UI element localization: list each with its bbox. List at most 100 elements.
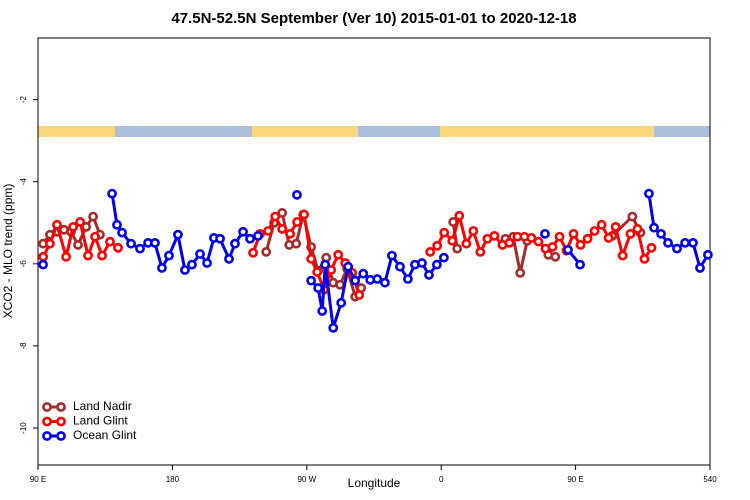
data-point: [173, 229, 183, 240]
data-point: [568, 228, 579, 239]
legend-marker: [56, 402, 66, 412]
data-point: [112, 219, 122, 230]
data-point: [461, 238, 472, 249]
data-point: [292, 189, 302, 200]
x-tick-label: 90 E: [30, 475, 46, 484]
data-point: [424, 270, 434, 280]
data-point: [157, 263, 167, 273]
data-point: [83, 250, 93, 261]
legend-marker: [42, 431, 52, 441]
data-point: [90, 231, 100, 242]
x-tick-label: 90 W: [297, 475, 316, 484]
y-tick-label: -2: [19, 95, 28, 103]
legend-marker: [42, 402, 52, 412]
data-point: [113, 242, 123, 253]
data-point: [452, 243, 463, 254]
strip-land: [252, 126, 358, 137]
data-point: [489, 230, 500, 241]
data-point: [425, 247, 436, 257]
data-point: [164, 250, 174, 261]
data-point: [431, 259, 442, 270]
data-point: [195, 249, 205, 259]
data-point: [126, 238, 136, 249]
data-point: [263, 226, 274, 236]
data-point: [632, 224, 643, 234]
chart-title: 47.5N-52.5N September (Ver 10) 2015-01-0…: [171, 10, 576, 27]
data-point: [105, 236, 115, 247]
data-point: [150, 237, 160, 248]
data-point: [533, 236, 544, 247]
data-point: [52, 219, 62, 230]
data-point: [117, 227, 127, 238]
data-point: [589, 226, 600, 236]
data-point: [277, 224, 288, 234]
x-axis-label: Longitude: [348, 476, 401, 490]
data-point: [672, 243, 682, 254]
legend-marker: [56, 416, 66, 427]
series-line: [110, 193, 710, 330]
data-point: [547, 242, 558, 252]
data-point: [402, 274, 413, 284]
data-point: [703, 249, 713, 260]
data-point: [395, 261, 405, 272]
legend-label: Land Nadir: [73, 399, 132, 413]
data-point: [75, 217, 86, 227]
data-point: [688, 237, 698, 248]
data-point: [291, 238, 302, 249]
y-tick-label: -4: [19, 178, 28, 186]
data-point: [333, 249, 344, 260]
data-point: [313, 283, 324, 293]
legend-label: Ocean Glint: [73, 428, 137, 442]
x-tick-label: 0: [439, 475, 444, 484]
data-point: [292, 217, 302, 227]
data-point: [610, 221, 621, 232]
data-point: [582, 233, 593, 244]
data-point: [550, 251, 561, 262]
data-point: [438, 252, 449, 263]
x-tick-label: 90 E: [567, 475, 583, 484]
data-point: [215, 233, 225, 244]
legend-label: Land Glint: [73, 414, 128, 428]
data-point: [644, 188, 654, 199]
data-point: [627, 211, 638, 222]
data-point: [248, 247, 258, 258]
y-axis-label: XCO2 - MLO trend (ppm): [1, 184, 15, 319]
data-point: [326, 265, 337, 275]
data-point: [646, 242, 657, 253]
data-point: [135, 243, 145, 254]
data-point: [695, 263, 705, 273]
data-point: [320, 259, 331, 270]
series-line: [41, 213, 653, 296]
data-point: [270, 211, 281, 222]
data-point: [253, 230, 263, 241]
x-tick-label: 180: [166, 475, 180, 484]
data-point: [475, 247, 486, 257]
data-point: [350, 275, 361, 286]
series: [38, 188, 713, 333]
data-point: [380, 277, 390, 288]
data-point: [335, 279, 346, 290]
data-point: [663, 237, 673, 248]
data-point: [617, 250, 628, 261]
map-strip: [38, 126, 710, 137]
legend-marker: [56, 431, 66, 441]
x-tick-label: 540: [703, 475, 717, 484]
data-point: [526, 233, 537, 243]
data-point: [107, 188, 117, 199]
legend-marker: [42, 416, 52, 427]
data-point: [680, 237, 690, 248]
data-point: [61, 251, 71, 262]
data-point: [261, 247, 272, 257]
data-point: [540, 228, 550, 239]
data-point: [504, 237, 515, 248]
strip-land: [440, 126, 654, 137]
data-point: [439, 227, 450, 238]
data-point: [343, 261, 354, 272]
data-point: [387, 250, 397, 261]
y-tick-label: -10: [19, 422, 28, 434]
data-point: [336, 297, 347, 308]
strip-land: [38, 126, 115, 137]
data-point: [554, 231, 565, 242]
data-point: [38, 251, 48, 262]
